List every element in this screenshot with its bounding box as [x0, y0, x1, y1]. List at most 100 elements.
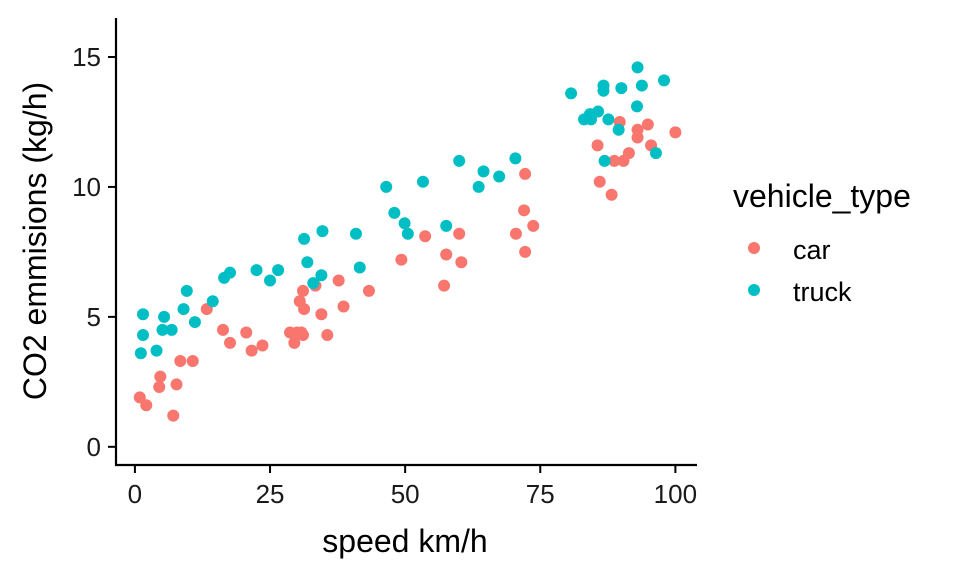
point-truck	[631, 61, 644, 74]
point-car	[224, 336, 237, 349]
point-truck	[509, 152, 522, 165]
point-car	[453, 227, 466, 240]
point-car	[321, 329, 334, 342]
point-car	[288, 336, 301, 349]
point-car	[631, 131, 644, 144]
point-truck	[602, 113, 615, 126]
point-car	[605, 188, 618, 201]
legend-key-truck	[748, 284, 760, 296]
plot-area	[133, 61, 682, 422]
x-tick-label: 25	[256, 479, 285, 509]
point-car	[174, 355, 187, 368]
point-truck	[177, 303, 190, 316]
point-car	[509, 227, 522, 240]
point-truck	[565, 87, 578, 100]
point-truck	[635, 79, 648, 92]
point-truck	[453, 154, 466, 167]
point-car	[297, 284, 310, 297]
point-truck	[388, 206, 401, 219]
point-truck	[250, 264, 263, 277]
point-car	[167, 409, 180, 422]
point-car	[337, 300, 350, 313]
point-truck	[150, 344, 163, 357]
y-axis-label: CO2 emmisions (kg/h)	[17, 82, 53, 400]
point-truck	[472, 180, 485, 193]
point-truck	[224, 266, 237, 279]
legend-title: vehicle_type	[733, 178, 911, 214]
point-car	[519, 167, 532, 180]
point-car	[170, 378, 183, 391]
point-truck	[398, 217, 411, 230]
point-truck	[206, 295, 219, 308]
point-car	[362, 284, 375, 297]
y-tick-label: 5	[87, 302, 101, 332]
point-truck	[440, 219, 453, 232]
point-truck	[416, 175, 429, 188]
point-truck	[307, 277, 320, 290]
point-car	[245, 344, 258, 357]
point-truck	[615, 82, 628, 95]
point-car	[591, 139, 604, 152]
point-car	[186, 355, 199, 368]
point-car	[455, 256, 468, 269]
point-truck	[137, 308, 150, 321]
point-truck	[585, 113, 598, 126]
point-car	[518, 204, 531, 217]
point-car	[217, 323, 230, 336]
point-truck	[631, 100, 644, 113]
point-car	[154, 370, 167, 383]
x-tick-label: 0	[128, 479, 142, 509]
point-car	[617, 154, 630, 167]
point-truck	[349, 227, 362, 240]
point-car	[297, 329, 310, 342]
point-truck	[649, 147, 662, 160]
point-car	[332, 274, 345, 287]
point-truck	[592, 105, 605, 118]
x-tick-label: 100	[654, 479, 697, 509]
point-truck	[301, 256, 314, 269]
point-truck	[272, 264, 285, 277]
point-car	[593, 175, 606, 188]
point-car	[240, 326, 253, 339]
point-truck	[180, 284, 193, 297]
point-truck	[477, 165, 490, 178]
legend: vehicle_type car truck	[733, 178, 911, 307]
point-truck	[134, 347, 147, 360]
x-axis-label: speed km/h	[322, 523, 487, 559]
point-car	[527, 219, 540, 232]
point-car	[438, 279, 451, 292]
point-truck	[612, 123, 625, 136]
y-tick-label: 10	[72, 172, 101, 202]
point-truck	[137, 329, 150, 342]
point-car	[140, 399, 153, 412]
point-car	[315, 308, 328, 321]
y-tick-label: 15	[72, 42, 101, 72]
point-truck	[401, 227, 414, 240]
point-car	[641, 118, 654, 131]
point-truck	[597, 84, 610, 97]
point-truck	[315, 269, 328, 282]
legend-label-car: car	[793, 235, 831, 265]
x-tick-label: 75	[526, 479, 555, 509]
point-truck	[658, 74, 671, 87]
point-truck	[158, 310, 171, 323]
point-truck	[380, 180, 393, 193]
point-truck	[493, 170, 506, 183]
point-car	[669, 126, 682, 139]
point-truck	[298, 232, 311, 245]
point-car	[298, 303, 311, 316]
point-truck	[598, 154, 611, 167]
point-truck	[165, 323, 178, 336]
x-tick-label: 50	[391, 479, 420, 509]
point-car	[608, 154, 621, 167]
point-car	[256, 339, 269, 352]
point-truck	[188, 316, 201, 329]
point-car	[395, 253, 408, 266]
point-truck	[353, 261, 366, 274]
point-truck	[156, 323, 169, 336]
point-car	[419, 230, 432, 243]
point-car	[153, 381, 166, 394]
legend-key-car	[748, 242, 760, 254]
y-tick-label: 0	[87, 432, 101, 462]
